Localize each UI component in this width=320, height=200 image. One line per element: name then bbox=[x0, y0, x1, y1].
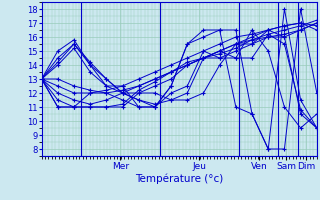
X-axis label: Température (°c): Température (°c) bbox=[135, 173, 223, 184]
